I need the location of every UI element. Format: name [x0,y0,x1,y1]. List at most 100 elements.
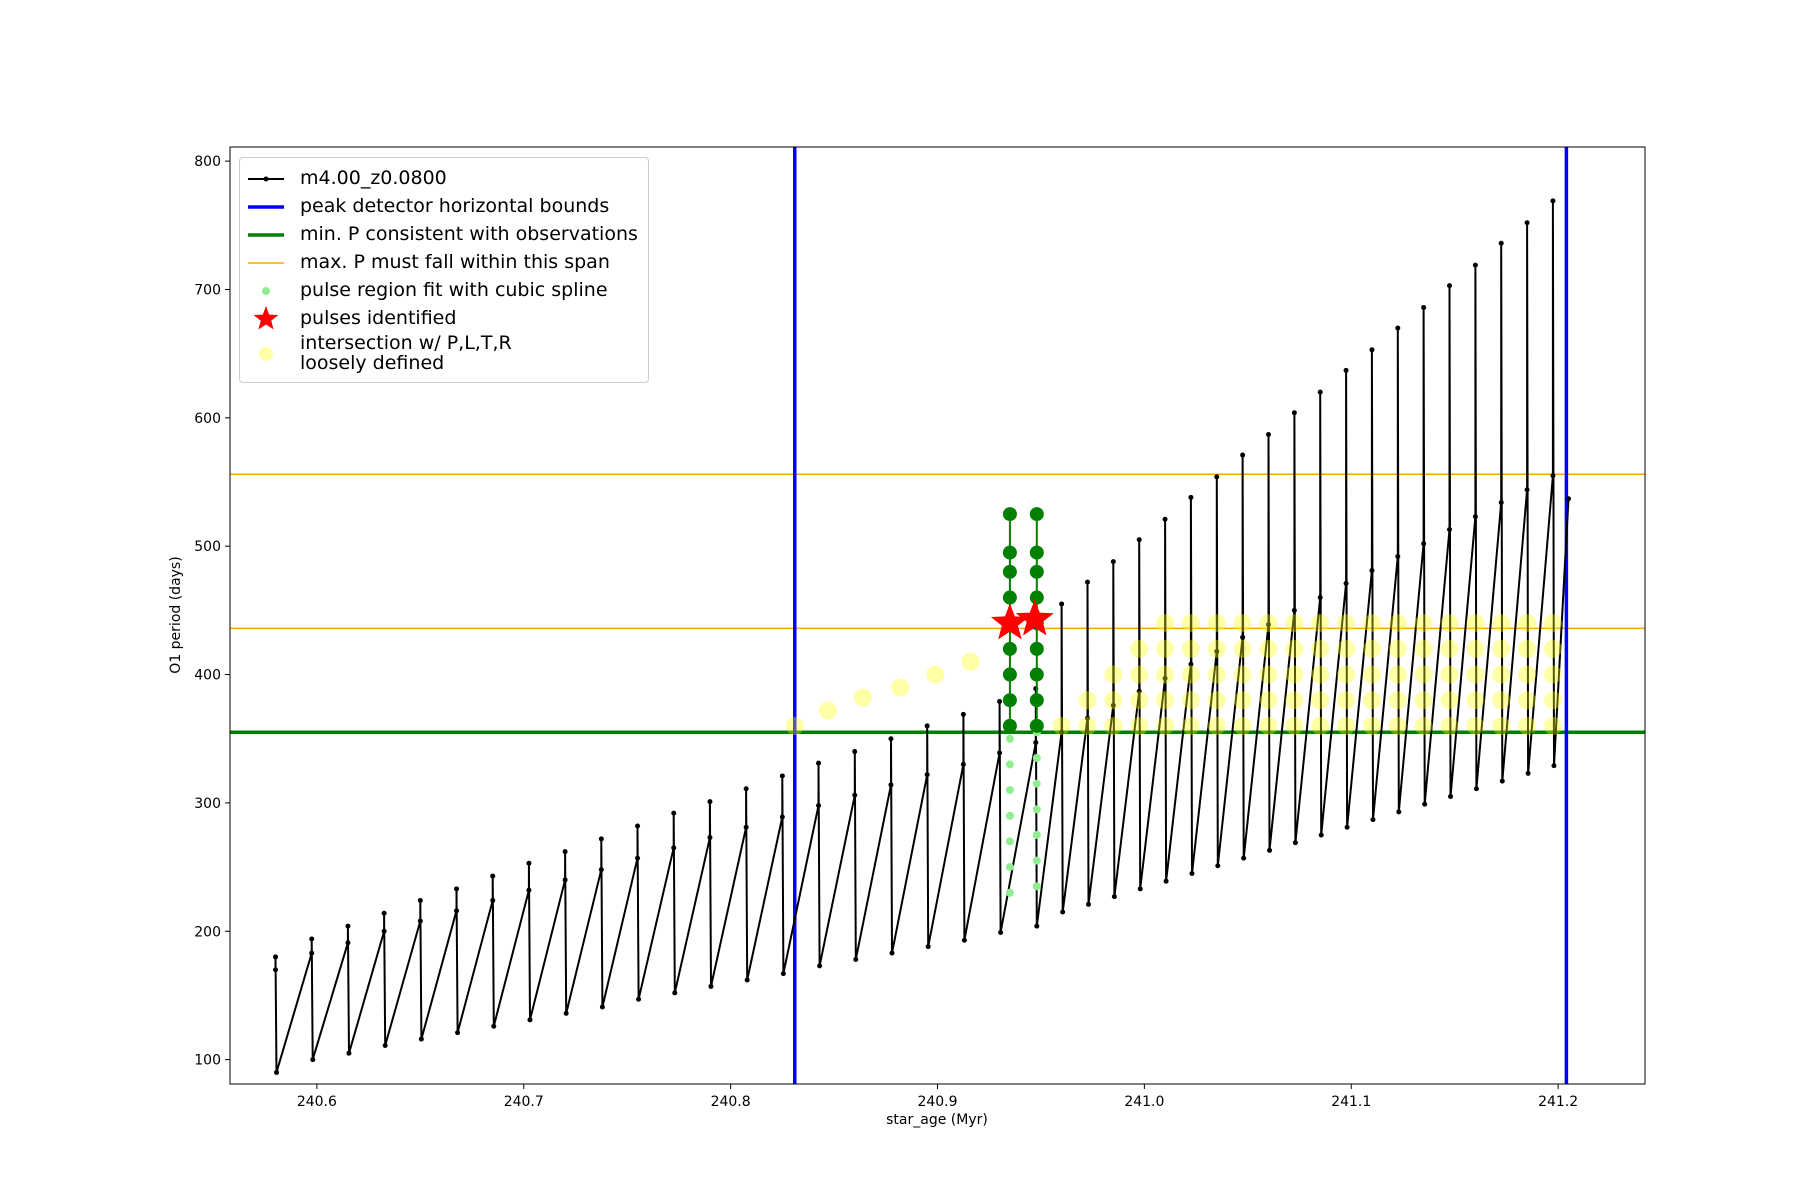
data-point [599,1004,605,1010]
scatter-point [854,688,873,707]
data-point [598,867,604,873]
scatter-point [1156,639,1175,658]
data-point [780,971,786,977]
data-point [1447,283,1453,289]
data-point [1317,389,1323,395]
legend-icon [248,205,284,209]
legend-dot [262,287,270,295]
data-point [924,772,930,778]
data-point [997,750,1003,756]
scatter-point [1466,614,1485,633]
scatter-point [1259,691,1278,710]
data-point [998,930,1004,936]
data-point [382,1042,388,1048]
legend-dot [263,176,269,182]
data-point [1565,496,1571,502]
scatter-point [1104,691,1123,710]
data-point [1369,347,1375,353]
scatter-point [1005,863,1014,872]
data-point [1370,817,1376,823]
legend-star [253,306,279,330]
data-point [853,956,859,962]
fit-point [1029,564,1044,579]
data-point [744,977,750,983]
legend-icon [253,306,279,330]
data-point [1421,541,1427,547]
legend-icon [262,287,270,295]
data-point [345,923,351,929]
data-point [1472,262,1478,268]
fit-point [1002,667,1017,682]
data-point [1240,452,1246,458]
scatter-point [1130,665,1149,684]
legend-entry: peak detector horizontal bounds [246,194,638,220]
data-point [1034,923,1040,929]
data-point [1111,894,1117,900]
scatter-point [1466,691,1485,710]
y-axis-label: O1 period (days) [168,556,184,673]
scatter-point [1388,614,1407,633]
scatter-point [1362,614,1381,633]
scatter-point [1156,614,1175,633]
scatter-point [1414,614,1433,633]
data-point [1137,886,1143,892]
data-point [1524,487,1530,493]
legend-label: pulse region fit with cubic spline [300,279,608,302]
scatter-point [1259,665,1278,684]
scatter-point [1207,716,1226,735]
x-tick-label: 240.6 [297,1094,337,1110]
scatter-point [1311,639,1330,658]
scatter-point [1466,665,1485,684]
legend-entry: min. P consistent with observations [246,222,638,248]
x-tick-label: 240.7 [504,1094,544,1110]
data-point [490,873,496,879]
data-point [817,963,823,969]
y-tick-label: 200 [194,924,221,940]
x-tick-label: 241.1 [1331,1094,1371,1110]
scatter-point [1362,716,1381,735]
data-point [526,887,532,893]
fit-point [1029,718,1044,733]
data-point [1395,553,1401,559]
scatter-point [1518,614,1537,633]
x-tick-label: 241.0 [1124,1094,1164,1110]
scatter-point [1156,665,1175,684]
scatter-point [1233,691,1252,710]
data-point [1421,304,1427,310]
scatter-point [1207,665,1226,684]
fit-point [1002,590,1017,605]
fit-point [1029,545,1044,560]
data-point [1188,661,1194,667]
legend-icon [248,233,284,237]
fit-point [1029,590,1044,605]
data-point [1448,793,1454,799]
data-point [346,1050,352,1056]
scatter-point [1518,665,1537,684]
data-point [1369,568,1375,574]
scatter-point [818,701,837,720]
data-point [1162,516,1168,522]
data-point [1136,688,1142,694]
scatter-point [926,665,945,684]
data-point [1498,240,1504,246]
data-point [1473,786,1479,792]
scatter-point [1388,691,1407,710]
data-point [1214,648,1220,654]
fit-point [1029,507,1044,522]
scatter-point [1233,716,1252,735]
scatter-point [1337,614,1356,633]
scatter-point [1207,614,1226,633]
data-point [961,937,967,943]
data-point [1343,367,1349,373]
scatter-point [1005,837,1014,846]
fit-point [1002,507,1017,522]
legend-icon [248,262,284,264]
scatter-point [1005,811,1014,820]
scatter-point [1005,888,1014,897]
data-point [889,950,895,956]
data-point [925,944,931,950]
data-point [1317,595,1323,601]
data-point [1422,801,1428,807]
data-point [671,810,677,816]
